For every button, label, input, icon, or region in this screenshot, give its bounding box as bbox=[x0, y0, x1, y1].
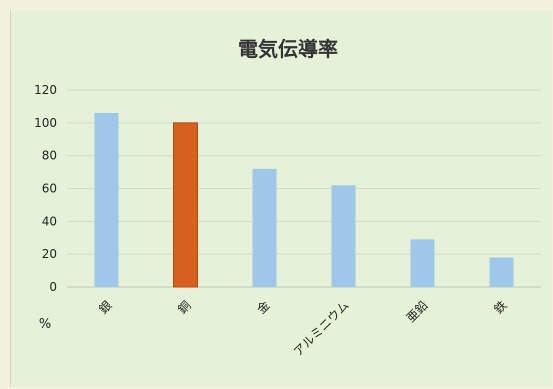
chart-title: 電気伝導率 bbox=[238, 37, 338, 61]
bar-4 bbox=[410, 239, 435, 287]
x-category-label: 金 bbox=[254, 298, 273, 317]
y-tick-label: 80 bbox=[42, 149, 57, 163]
bar-1 bbox=[173, 122, 198, 288]
y-unit-label: % bbox=[39, 317, 51, 332]
y-tick-label: 100 bbox=[34, 116, 57, 130]
x-category-label: 鉄 bbox=[491, 298, 510, 317]
bar-0 bbox=[94, 112, 119, 287]
y-tick-label: 0 bbox=[49, 280, 57, 294]
bar-5 bbox=[489, 257, 514, 287]
y-tick-label: 120 bbox=[34, 83, 57, 97]
y-tick-label: 40 bbox=[42, 214, 57, 228]
x-category-label: 銅 bbox=[175, 298, 193, 316]
bar-3 bbox=[331, 185, 356, 287]
y-tick-label: 20 bbox=[42, 247, 57, 261]
chart-panel: 電気伝導率 0 20 40 60 80 100 120 銀 銅 金アルミニウム 亜鉛 鉄 % bbox=[10, 10, 552, 387]
bar-chart: 電気伝導率 0 20 40 60 80 100 120 銀 銅 金アルミニウム 亜鉛 鉄 % bbox=[34, 37, 541, 359]
y-tick-label: 60 bbox=[42, 182, 57, 196]
x-category-label: 銀 bbox=[96, 298, 114, 316]
bar-2 bbox=[252, 168, 277, 287]
x-category-label: 亜鉛 bbox=[404, 298, 431, 325]
x-category-label: アルミニウム bbox=[291, 298, 352, 359]
